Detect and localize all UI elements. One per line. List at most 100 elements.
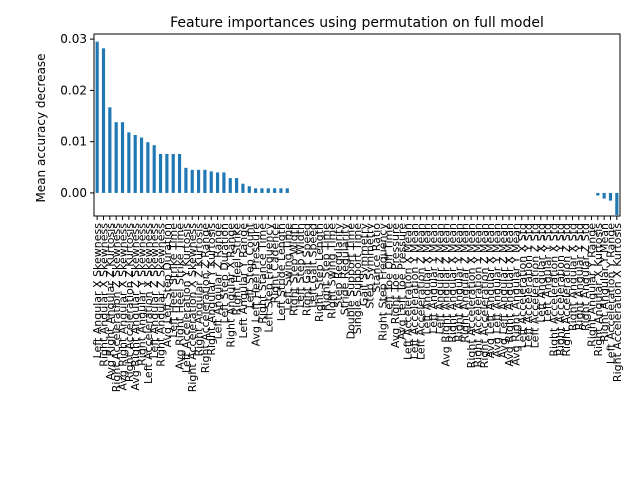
x-tick-label: Right Angular Y Range [585, 223, 598, 347]
x-tick-label: Left Heel Strike Time [167, 223, 180, 338]
x-tick-label: Avg Right Toe Pressure [389, 223, 402, 348]
y-tick-label: 0.00 [60, 186, 87, 200]
x-tick-label: Left Acceleration Y Range [604, 223, 617, 364]
x-tick-label: Right Angular X Skewness [98, 223, 111, 367]
y-axis: 0.00 0.01 0.02 0.03 [60, 32, 94, 200]
x-tick-label: Right Step Frequency [376, 223, 389, 341]
x-tick-label: Avg Right Angular X Mean [503, 223, 516, 367]
bar [228, 178, 232, 193]
x-tick-label: Left Angular Y Std [541, 223, 554, 322]
x-tick-label: Avg Right Angular Z Kurtosis [104, 223, 117, 381]
x-tick-label: Left Acceleration Y Kurtosis [180, 223, 193, 373]
x-tick-label: Left Acceleration Z Mean [414, 223, 427, 360]
x-tick-label: Right Acceleration Y Std [554, 223, 567, 356]
x-tick-label: Left Angular X Skewness [91, 223, 104, 359]
x-tick-label: Avg Right Heel Strike Time [174, 223, 187, 370]
y-tick-label: 0.03 [60, 32, 87, 46]
bar [209, 171, 213, 193]
x-tick-label: Right Angular Z Kurtosis [193, 223, 206, 357]
bar [127, 132, 131, 193]
x-tick-label: Left Acceleration Z Std [528, 223, 541, 348]
x-tick-label: Avg Right Angular Z Mean [440, 223, 453, 367]
x-tick-label: Left Swing Time [281, 223, 294, 311]
bar [279, 188, 283, 193]
plot-frame [93, 33, 621, 217]
chart-title: Feature importances using permutation on… [170, 15, 544, 31]
bar [133, 135, 137, 193]
bar [184, 167, 188, 193]
x-tick-label: Right Acceleration X Std [547, 223, 560, 357]
bar [247, 186, 251, 193]
x-tick-label: Step Regularity [332, 223, 345, 308]
bar [254, 188, 258, 193]
x-tick-label: Right Acceleration Z Std [560, 223, 573, 357]
y-axis-label: Mean accuracy decrease [34, 53, 48, 202]
x-tick-label: Avg Left Angular X Mean [484, 223, 497, 358]
x-tick-label: Avg Left Toe Pressure [395, 223, 408, 340]
x-tick-label: Right Acceleration X Skewness [186, 223, 199, 393]
bar [165, 153, 169, 193]
x-tick-label: Left Step Frequency [262, 223, 275, 333]
x-tick-label: Right Angular Y Skewness [136, 223, 149, 366]
x-tick-label: Left Angular X Std [535, 223, 548, 323]
x-tick-label: Right Gait Speed [300, 223, 313, 316]
x-tick-label: Right Angular Z Std [579, 223, 592, 331]
bar [101, 48, 106, 193]
x-tick-label: Left Step Count [243, 222, 256, 308]
x-tick-label: Right Angular X Kurtosis [592, 223, 605, 357]
x-tick-label: Right Step Time [319, 223, 332, 311]
x-tick-label: Right Heel Strike [231, 223, 244, 316]
x-tick-label: Right Cadence [269, 223, 282, 304]
x-tick-label: Right Acceleration Y Mean [471, 223, 484, 368]
x-tick-label: Right Acceleration X Mean [465, 223, 478, 368]
bar [203, 169, 207, 193]
x-tick-label: Right Angular X Mean [446, 223, 459, 343]
x-tick-label: Avg Left Angular Z Mean [497, 223, 510, 358]
x-tick-label: Right Angular Z Skewness [155, 223, 168, 367]
bar [273, 188, 277, 193]
x-tick-label: Left Acceleration X Std [516, 223, 529, 348]
x-tick-label: Right Angular Y Mean [452, 223, 465, 342]
x-tick-label: Right Acceleration Z Mean [478, 223, 491, 368]
bar [266, 188, 270, 193]
bar [260, 188, 264, 193]
x-tick-label: Right Angular X Std [566, 223, 579, 331]
x-tick-label: Left Angular Y Range [237, 223, 250, 339]
x-tick-label: Right Angular Y Std [573, 223, 586, 330]
x-tick-label: Left Acceleration Y Std [522, 223, 535, 348]
x-tick-label: Right Angular X Range [224, 223, 237, 348]
x-tick-label: Avg Right Angular Z Skewness [129, 223, 142, 391]
x-tick-label: Right Acceleration Z Skewness [110, 223, 123, 393]
bars-group [95, 41, 619, 215]
x-tick-label: Avg Right Angular X Skewness [117, 223, 130, 391]
y-tick-label: 0.02 [60, 83, 87, 97]
x-tick-label: Avg Left Angular Y Mean [490, 223, 503, 358]
bar [196, 169, 201, 193]
x-tick-label: Left Angular Z Mean [433, 223, 446, 334]
x-tick-label: Left Acceleration Y Mean [408, 223, 421, 359]
x-tick-label: Left Stride Length [275, 223, 288, 321]
bar [171, 153, 175, 193]
bar [152, 145, 156, 193]
bar [241, 183, 245, 193]
bar [596, 192, 600, 196]
x-tick-label: Double Support Time [345, 223, 358, 340]
x-tick-label: Left Toe Off Time [383, 223, 396, 316]
x-tick-label: Gait Symmetry [357, 223, 370, 307]
x-tick-label: Left Acceleration X Mean [402, 223, 415, 360]
bar [158, 153, 163, 193]
x-tick-label: Right Angular Z Mean [459, 223, 472, 343]
x-tick-label: Avg Right Angular Y Mean [509, 223, 522, 366]
bar [215, 172, 220, 193]
bar [615, 192, 619, 215]
x-tick-label: Avg Left Heel Pressure [250, 223, 263, 347]
x-tick-label: Stance Ratio [370, 223, 383, 293]
x-tick-label: Right Angular Y Mean [598, 223, 611, 342]
x-tick-label: Right Swing Time [326, 223, 339, 319]
bar [177, 153, 182, 193]
x-tick-label: Single Support Time [351, 223, 364, 334]
x-tick-label: Right Acceleration X Kurtosis [611, 223, 624, 382]
x-tick-label: Left Angular X Mean [421, 223, 434, 334]
